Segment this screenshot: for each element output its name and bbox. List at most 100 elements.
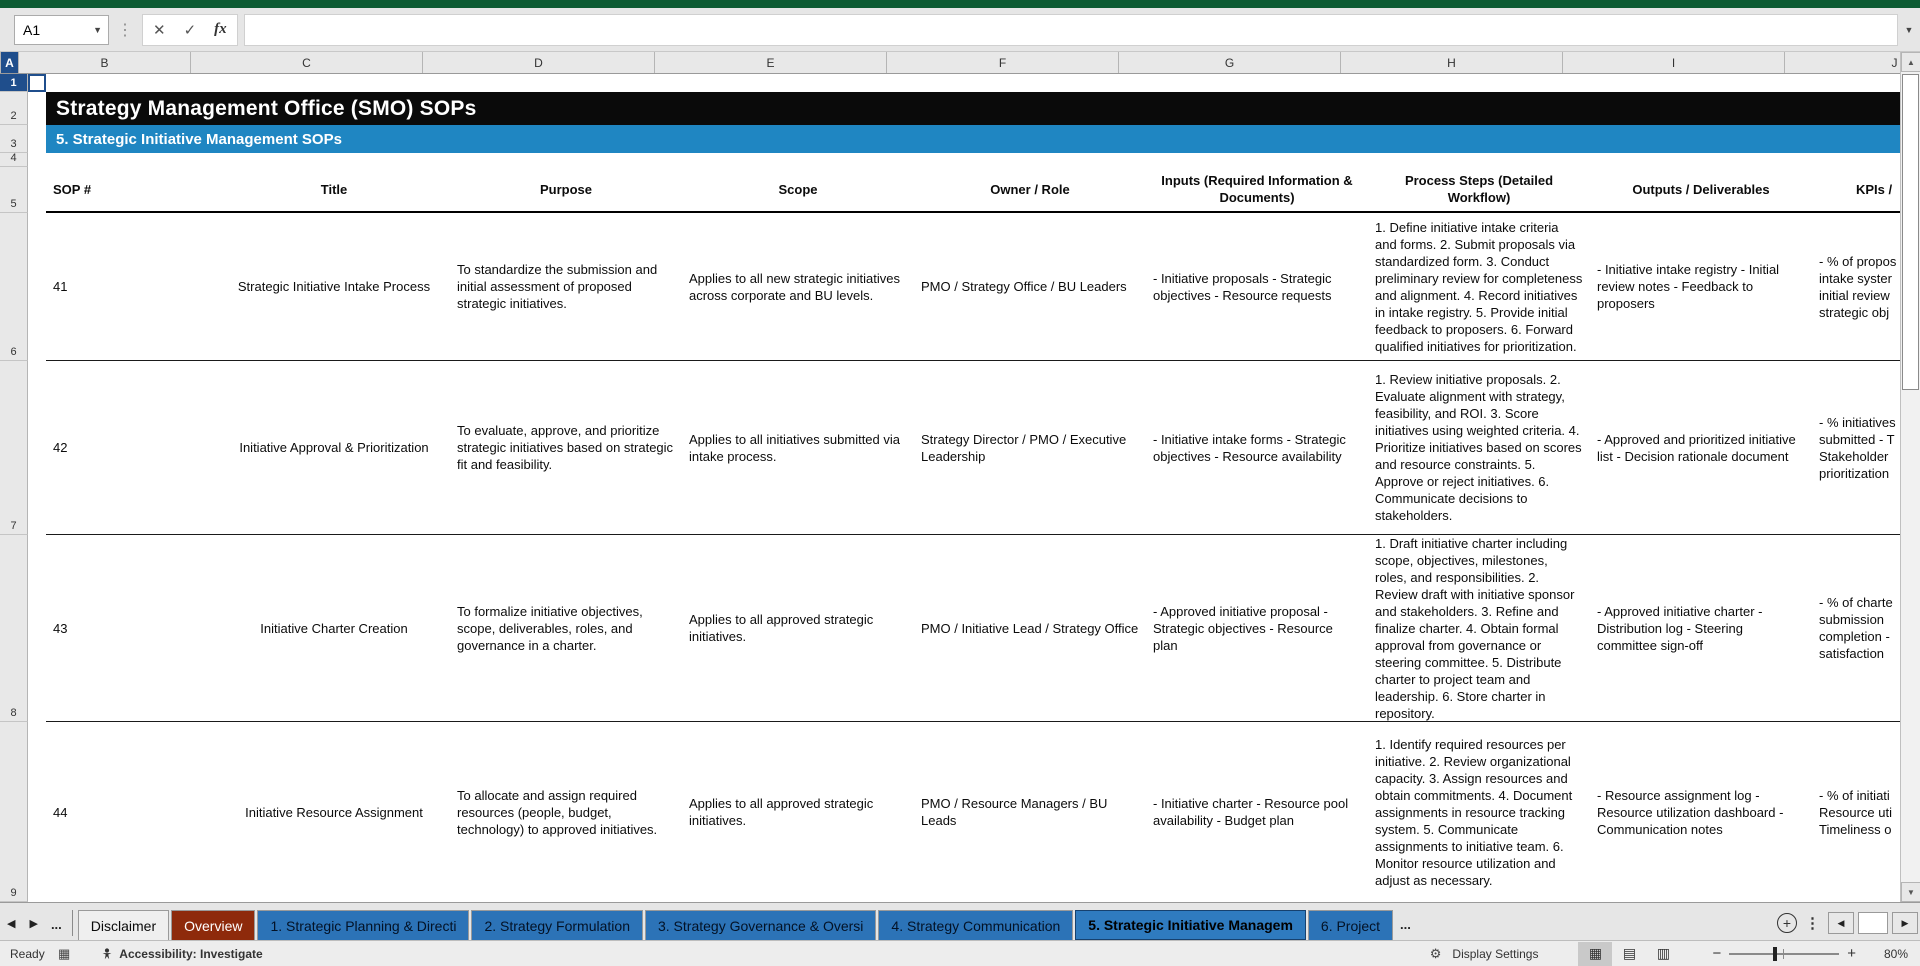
hscroll-right-icon[interactable]: ▶ xyxy=(1892,912,1918,934)
row-header-1[interactable]: 1 xyxy=(0,74,28,92)
tab-overflow-right[interactable]: ... xyxy=(1400,917,1411,932)
column-header-b[interactable]: B xyxy=(19,52,191,73)
column-header-h[interactable]: H xyxy=(1341,52,1563,73)
column-header-j[interactable]: J xyxy=(1785,52,1900,73)
sheet-tab-project[interactable]: 6. Project xyxy=(1307,910,1394,940)
zoom-level[interactable]: 80% xyxy=(1883,946,1908,961)
sheet-tab-strategy-formulation[interactable]: 2. Strategy Formulation xyxy=(471,910,643,940)
formula-bar-expand-icon[interactable]: ▼ xyxy=(1904,24,1914,35)
vertical-scrollbar[interactable]: ▲ ▼ xyxy=(1900,52,1920,902)
cell-inputs[interactable]: - Initiative proposals - Strategic objec… xyxy=(1153,270,1332,303)
row-header-8[interactable]: 8 xyxy=(0,535,28,722)
cell-process-steps[interactable]: 1. Define initiative intake criteria and… xyxy=(1375,219,1583,354)
add-sheet-icon[interactable]: + xyxy=(1777,913,1797,933)
zoom-in-icon[interactable]: + xyxy=(1847,945,1856,962)
cell-owner[interactable]: PMO / Resource Managers / BU Leads xyxy=(921,796,1108,828)
enter-icon[interactable]: ✓ xyxy=(183,21,197,39)
cell-a1-selected[interactable] xyxy=(28,74,46,92)
cell-sop-number[interactable]: 42 xyxy=(53,440,68,455)
cell-kpis[interactable]: - % of initiati Resource uti Timeliness … xyxy=(1812,722,1900,902)
cell-a4[interactable] xyxy=(28,153,46,167)
cell-inputs[interactable]: - Initiative intake forms - Strategic ob… xyxy=(1153,431,1346,464)
column-header-i[interactable]: I xyxy=(1563,52,1785,73)
cell-a7[interactable] xyxy=(28,361,46,535)
table-header-purpose[interactable]: Purpose xyxy=(539,181,592,197)
insert-function-icon[interactable]: fx xyxy=(214,21,227,37)
zoom-slider-thumb[interactable] xyxy=(1773,946,1778,961)
sheet-title-banner[interactable]: Strategy Management Office (SMO) SOPs xyxy=(46,92,1900,125)
cell-scope[interactable]: Applies to all approved strategic initia… xyxy=(689,612,874,644)
cell-owner[interactable]: PMO / Strategy Office / BU Leaders xyxy=(921,279,1127,294)
cell-purpose[interactable]: To evaluate, approve, and prioritize str… xyxy=(457,423,674,472)
table-header-owner[interactable]: Owner / Role xyxy=(990,181,1070,197)
scroll-up-icon[interactable]: ▲ xyxy=(1901,52,1920,72)
view-normal-icon[interactable]: ▦ xyxy=(1578,941,1613,966)
cell-outputs[interactable]: - Initiative intake registry - Initial r… xyxy=(1597,262,1780,311)
table-header-inputs[interactable]: Inputs (Required Information & Documents… xyxy=(1161,173,1353,205)
hscroll-left-icon[interactable]: ◀ xyxy=(1828,912,1854,934)
cell-title[interactable]: Initiative Resource Assignment xyxy=(245,804,423,820)
display-settings-button[interactable]: ⚙ Display Settings xyxy=(1424,946,1539,962)
cell-a3[interactable] xyxy=(28,125,46,153)
row-header-4[interactable]: 4 xyxy=(0,153,28,167)
column-header-c[interactable]: C xyxy=(191,52,423,73)
cell-scope[interactable]: Applies to all new strategic initiatives… xyxy=(689,270,900,303)
column-header-e[interactable]: E xyxy=(655,52,887,73)
row-header-6[interactable]: 6 xyxy=(0,213,28,361)
cell-sop-number[interactable]: 43 xyxy=(53,620,68,636)
column-header-f[interactable]: F xyxy=(887,52,1119,73)
sheet-tab-strategic-initiative-active[interactable]: 5. Strategic Initiative Managem xyxy=(1075,910,1306,940)
cell-scope[interactable]: Applies to all approved strategic initia… xyxy=(689,796,874,828)
accessibility-status[interactable]: Accessibility: Investigate xyxy=(119,946,263,961)
cell-process-steps[interactable]: 1. Identify required resources per initi… xyxy=(1375,736,1573,888)
cell-kpis[interactable]: - % initiatives submitted - T Stakeholde… xyxy=(1812,361,1900,534)
row-header-7[interactable]: 7 xyxy=(0,361,28,535)
cell-a2[interactable] xyxy=(28,92,46,125)
scroll-down-icon[interactable]: ▼ xyxy=(1901,882,1920,902)
row-header-3[interactable]: 3 xyxy=(0,125,28,153)
sheet-tab-strategy-governance[interactable]: 3. Strategy Governance & Oversi xyxy=(644,910,877,940)
sheet-tab-strategy-communication[interactable]: 4. Strategy Communication xyxy=(878,910,1074,940)
cell-inputs[interactable]: - Approved initiative proposal - Strateg… xyxy=(1153,603,1333,653)
sheet-tab-strategic-planning[interactable]: 1. Strategic Planning & Directi xyxy=(257,910,470,940)
name-box-caret-icon[interactable]: ▼ xyxy=(93,24,102,35)
sheet-tab-overview[interactable]: Overview xyxy=(171,910,256,940)
formula-input[interactable] xyxy=(243,13,1898,46)
row-header-5[interactable]: 5 xyxy=(0,167,28,213)
cell-sop-number[interactable]: 44 xyxy=(53,804,68,820)
horizontal-scrollbar-thumb[interactable] xyxy=(1858,912,1888,934)
cancel-icon[interactable]: ✕ xyxy=(153,21,166,39)
table-header-sop[interactable]: SOP # xyxy=(53,181,92,197)
cell-outputs[interactable]: - Approved initiative charter - Distribu… xyxy=(1597,603,1763,653)
cell-owner[interactable]: PMO / Initiative Lead / Strategy Office xyxy=(921,620,1139,636)
cell-a5[interactable] xyxy=(28,167,46,213)
cell-owner[interactable]: Strategy Director / PMO / Executive Lead… xyxy=(921,431,1127,464)
row-header-2[interactable]: 2 xyxy=(0,92,28,125)
table-header-outputs[interactable]: Outputs / Deliverables xyxy=(1632,181,1770,197)
tab-overflow-left[interactable]: ... xyxy=(50,917,62,932)
cell-title[interactable]: Strategic Initiative Intake Process xyxy=(237,279,431,294)
tab-more-icon[interactable]: ⋮ xyxy=(1805,915,1820,932)
sheet-tab-disclaimer[interactable]: Disclaimer xyxy=(77,910,170,940)
cell-outputs[interactable]: - Resource assignment log - Resource uti… xyxy=(1597,787,1784,837)
table-header-steps[interactable]: Process Steps (Detailed Workflow) xyxy=(1404,173,1554,205)
cell-scope[interactable]: Applies to all initiatives submitted via… xyxy=(689,431,900,464)
cell-purpose[interactable]: To formalize initiative objectives, scop… xyxy=(457,603,643,653)
name-box[interactable]: A1 ▼ xyxy=(14,14,109,45)
table-header-title[interactable]: Title xyxy=(320,181,348,197)
view-page-layout-icon[interactable]: ▤ xyxy=(1622,945,1637,961)
column-header-a[interactable]: A xyxy=(1,52,19,73)
tab-scroll-right-icon[interactable]: ▶ xyxy=(29,918,38,930)
vertical-scrollbar-thumb[interactable] xyxy=(1902,74,1919,390)
cell-sop-number[interactable]: 41 xyxy=(53,279,68,294)
cell-process-steps[interactable]: 1. Review initiative proposals. 2. Evalu… xyxy=(1375,372,1582,523)
table-header-kpis[interactable]: KPIs / xyxy=(1856,181,1893,197)
cell-a8[interactable] xyxy=(28,535,46,722)
tab-scroll-left-icon[interactable]: ◀ xyxy=(7,918,16,930)
cell-title[interactable]: Initiative Charter Creation xyxy=(260,620,408,636)
column-header-d[interactable]: D xyxy=(423,52,655,73)
cell-inputs[interactable]: - Initiative charter - Resource pool ava… xyxy=(1153,796,1349,828)
cell-outputs[interactable]: - Approved and prioritized initiative li… xyxy=(1597,431,1796,464)
zoom-out-icon[interactable]: − xyxy=(1712,945,1722,962)
cell-purpose[interactable]: To allocate and assign required resource… xyxy=(457,787,658,837)
